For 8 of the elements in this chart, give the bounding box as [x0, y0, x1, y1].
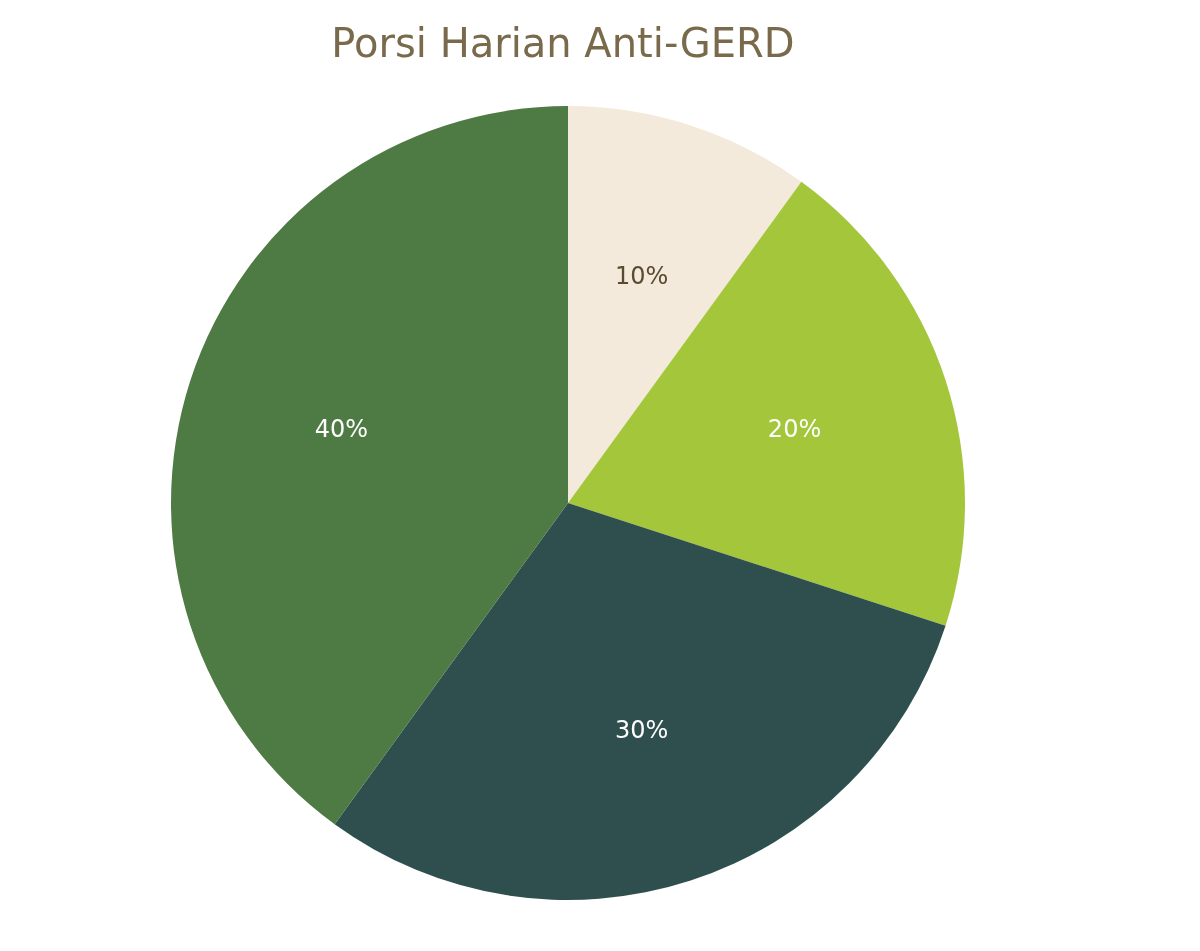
pie-slice [334, 503, 946, 900]
pie-slice [568, 181, 965, 626]
pie-slice [171, 106, 568, 825]
data-label: 40% [314, 415, 369, 444]
data-label: 10% [614, 262, 669, 291]
data-label: 20% [767, 415, 822, 444]
data-label: 30% [614, 715, 669, 744]
chart-title: Porsi Harian Anti-GERD [330, 20, 796, 66]
